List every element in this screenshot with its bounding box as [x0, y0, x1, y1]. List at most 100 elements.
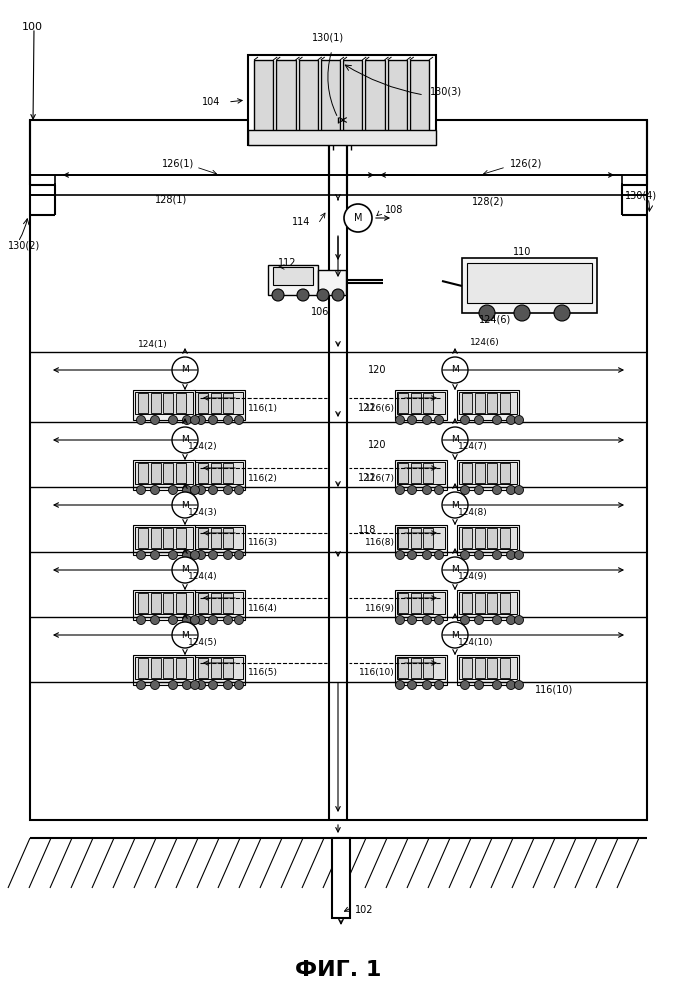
Circle shape [172, 622, 198, 648]
Circle shape [506, 486, 515, 495]
Circle shape [234, 615, 244, 624]
Bar [211, 593, 221, 613]
Circle shape [150, 416, 160, 425]
Text: M: M [451, 630, 459, 639]
Text: 124(10): 124(10) [458, 637, 494, 646]
Bar [398, 528, 408, 548]
Bar [423, 393, 433, 413]
Bar [223, 658, 233, 678]
Bar [223, 593, 233, 613]
Circle shape [183, 416, 192, 425]
Bar [193, 525, 245, 555]
Bar [475, 658, 485, 678]
Text: 116(5): 116(5) [248, 668, 278, 677]
Circle shape [460, 615, 470, 624]
Circle shape [172, 427, 198, 453]
Text: 106: 106 [311, 307, 329, 317]
Circle shape [475, 680, 483, 689]
Text: 110: 110 [513, 247, 531, 257]
Bar [176, 463, 186, 483]
Bar [487, 658, 497, 678]
Circle shape [479, 305, 495, 321]
Bar [223, 528, 233, 548]
Circle shape [137, 486, 146, 495]
Circle shape [435, 615, 443, 624]
Bar [423, 593, 433, 613]
Bar [195, 392, 243, 414]
Circle shape [515, 680, 523, 689]
Text: 124(8): 124(8) [458, 507, 487, 516]
Circle shape [196, 680, 206, 689]
Text: 116(7): 116(7) [365, 474, 395, 483]
Bar [273, 267, 313, 285]
Bar [248, 55, 436, 145]
Circle shape [209, 550, 217, 559]
Circle shape [137, 680, 146, 689]
Text: 124(1): 124(1) [138, 341, 168, 350]
Text: 130(2): 130(2) [8, 240, 40, 250]
Circle shape [460, 680, 470, 689]
Circle shape [272, 289, 284, 301]
Bar [254, 60, 274, 138]
Text: 124(9): 124(9) [458, 572, 487, 581]
Circle shape [234, 486, 244, 495]
Circle shape [422, 486, 431, 495]
Circle shape [223, 615, 232, 624]
Circle shape [196, 486, 206, 495]
Circle shape [172, 492, 198, 518]
Text: 116(6): 116(6) [365, 404, 395, 413]
Circle shape [169, 615, 177, 624]
Circle shape [442, 492, 468, 518]
Text: 104: 104 [202, 97, 220, 107]
Bar [457, 390, 519, 420]
Text: 130(1): 130(1) [312, 33, 344, 43]
Bar [462, 528, 472, 548]
Text: 124(4): 124(4) [188, 572, 217, 581]
Text: 124(6): 124(6) [479, 315, 511, 325]
Bar [193, 390, 245, 420]
Bar [457, 655, 519, 685]
Bar [423, 463, 433, 483]
Circle shape [223, 680, 232, 689]
Circle shape [422, 615, 431, 624]
Circle shape [515, 486, 523, 495]
Circle shape [137, 550, 146, 559]
Circle shape [209, 416, 217, 425]
Bar [410, 60, 429, 138]
Bar [457, 460, 519, 490]
Circle shape [435, 416, 443, 425]
Circle shape [515, 416, 523, 425]
Circle shape [344, 204, 372, 232]
Bar [500, 463, 510, 483]
Text: M: M [451, 565, 459, 574]
Bar [397, 392, 445, 414]
Circle shape [492, 680, 502, 689]
Bar [163, 393, 173, 413]
Bar [411, 658, 421, 678]
Text: M: M [181, 500, 189, 509]
Bar [133, 390, 195, 420]
Bar [163, 593, 173, 613]
Circle shape [408, 680, 416, 689]
Circle shape [190, 680, 200, 689]
Circle shape [209, 680, 217, 689]
Circle shape [460, 416, 470, 425]
Bar [398, 658, 408, 678]
Bar [487, 593, 497, 613]
Circle shape [150, 615, 160, 624]
Circle shape [190, 615, 200, 624]
Circle shape [209, 615, 217, 624]
Circle shape [475, 615, 483, 624]
Text: 116(2): 116(2) [248, 474, 278, 483]
Circle shape [554, 305, 570, 321]
Bar [163, 463, 173, 483]
Bar [198, 593, 208, 613]
Bar [299, 60, 318, 138]
Text: 116(9): 116(9) [365, 603, 395, 612]
Bar [176, 528, 186, 548]
Text: M: M [181, 565, 189, 574]
Bar [487, 528, 497, 548]
Bar [133, 655, 195, 685]
Bar [423, 658, 433, 678]
Text: 126(2): 126(2) [510, 158, 542, 168]
